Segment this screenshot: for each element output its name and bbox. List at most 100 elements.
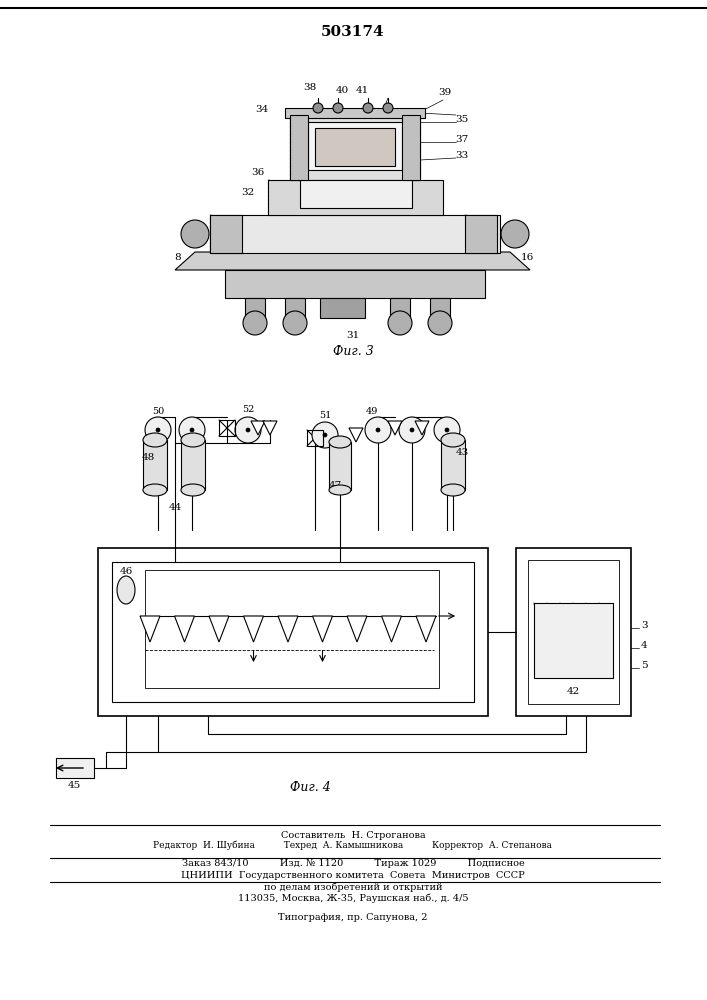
Text: Типография, пр. Сапунова, 2: Типография, пр. Сапунова, 2 [279,913,428,922]
Text: 36: 36 [252,168,264,177]
Circle shape [156,428,160,432]
Bar [402,115,420,180]
Circle shape [333,103,343,113]
Text: 45: 45 [67,781,81,790]
Ellipse shape [181,433,205,447]
Text: 50: 50 [152,407,164,416]
Text: 39: 39 [438,88,452,97]
Text: 35: 35 [455,115,469,124]
Circle shape [376,428,380,432]
Text: 47: 47 [328,481,341,490]
Polygon shape [278,616,298,642]
Bar [308,122,402,170]
Bar [285,108,425,118]
Bar [528,560,619,704]
Circle shape [323,433,327,437]
Bar [112,562,474,702]
Bar [534,603,613,678]
Text: по делам изобретений и открытий: по делам изобретений и открытий [264,882,443,892]
Circle shape [383,103,393,113]
Bar [290,115,420,180]
Text: 41: 41 [356,86,368,95]
Text: 5: 5 [641,661,648,670]
Polygon shape [349,428,363,442]
Bar [285,298,305,323]
Bar [56,758,94,778]
Text: 503174: 503174 [321,25,385,39]
Circle shape [235,417,261,443]
Text: 49: 49 [366,407,378,416]
Polygon shape [416,616,436,642]
Text: 37: 37 [455,135,469,144]
Bar [225,270,485,298]
Text: 113035, Москва, Ж-35, Раушская наб., д. 4/5: 113035, Москва, Ж-35, Раушская наб., д. … [238,894,468,903]
Polygon shape [175,252,530,270]
Text: 16: 16 [520,253,534,262]
Circle shape [243,311,267,335]
Text: 52: 52 [242,405,255,414]
Bar [145,570,439,688]
Polygon shape [382,616,402,642]
Bar [300,180,412,208]
Bar [219,420,235,436]
Text: Редактор  И. Шубина          Техред  А. Камышникова          Корректор  А. Степа: Редактор И. Шубина Техред А. Камышникова… [153,840,552,850]
Polygon shape [312,616,332,642]
Bar [315,128,395,166]
Circle shape [181,220,209,248]
Bar [210,215,242,253]
Bar [430,298,450,323]
Circle shape [365,417,391,443]
Bar [307,430,323,446]
Bar [181,440,205,490]
Polygon shape [388,421,402,435]
Bar [245,298,265,323]
Circle shape [501,220,529,248]
Ellipse shape [117,576,135,604]
Ellipse shape [441,484,465,496]
Bar [465,215,497,253]
Text: 3: 3 [641,621,648,630]
Ellipse shape [143,433,167,447]
Text: Заказ 843/10          Изд. № 1120          Тираж 1029          Подписное: Заказ 843/10 Изд. № 1120 Тираж 1029 Подп… [182,859,525,868]
Text: 46: 46 [119,567,133,576]
Text: Составитель  Н. Строганова: Составитель Н. Строганова [281,831,426,840]
Circle shape [434,417,460,443]
Polygon shape [175,616,194,642]
Bar [98,548,488,716]
Circle shape [428,311,452,335]
Text: 48: 48 [141,453,155,462]
Bar [210,215,500,253]
Polygon shape [251,421,265,435]
Bar [320,298,365,318]
Bar [290,115,308,180]
Polygon shape [209,616,229,642]
Bar [441,440,465,490]
Circle shape [445,428,449,432]
Circle shape [363,103,373,113]
Ellipse shape [143,484,167,496]
Text: 51: 51 [319,411,331,420]
Ellipse shape [329,485,351,495]
Text: Фиг. 4: Фиг. 4 [290,781,330,794]
Circle shape [312,422,338,448]
Text: 44: 44 [168,503,182,512]
Text: 43: 43 [455,448,469,457]
Polygon shape [415,421,429,435]
Bar [390,298,410,323]
Polygon shape [140,616,160,642]
Circle shape [399,417,425,443]
Ellipse shape [441,433,465,447]
Text: 8: 8 [175,253,181,262]
Text: 31: 31 [346,331,360,340]
Text: 33: 33 [455,151,469,160]
Circle shape [246,428,250,432]
Circle shape [313,103,323,113]
Text: 42: 42 [567,687,580,696]
Text: ЦНИИПИ  Государственного комитета  Совета  Министров  СССР: ЦНИИПИ Государственного комитета Совета … [181,871,525,880]
Text: 32: 32 [241,188,255,197]
Bar [268,180,443,215]
Ellipse shape [181,484,205,496]
Polygon shape [347,616,367,642]
Bar [329,442,351,490]
Circle shape [283,311,307,335]
